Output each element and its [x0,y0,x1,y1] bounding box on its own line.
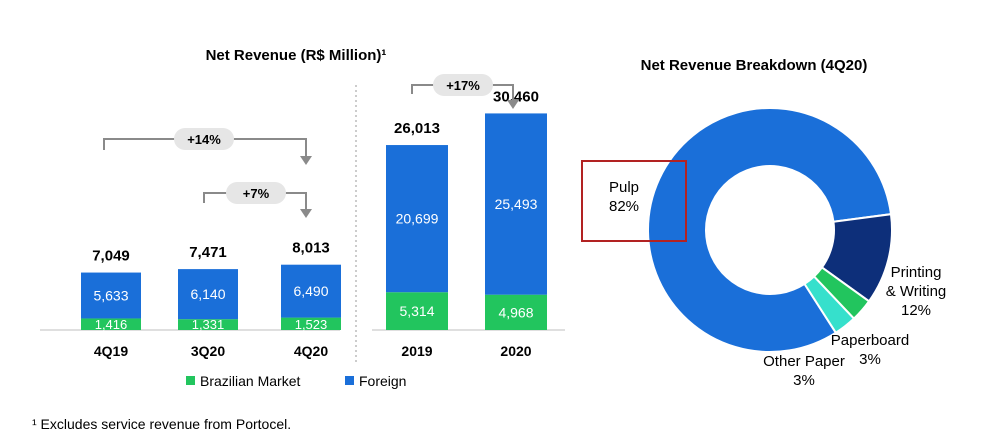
bar-foreign-value-label: 25,493 [495,196,538,212]
bar-chart-title: Net Revenue (R$ Million)¹ [206,47,387,64]
donut-slice-pulp [647,107,893,353]
bar-total-label: 26,013 [394,120,440,137]
bar-brazilian-market [81,318,141,330]
bar-foreign-value-label: 5,633 [93,288,128,304]
bar-brazilian-value-label: 1,523 [295,317,328,332]
bar-total-label: 8,013 [292,240,330,257]
bar-brazilian-value-label: 1,416 [95,317,128,332]
donut-label-paperboard: Paperboard [831,332,909,349]
donut-label-printing-writing: Printing [891,264,942,281]
bar-foreign [281,264,341,318]
bar-brazilian-market [281,317,341,330]
donut-label-other-paper: Other Paper [763,353,845,370]
bar-brazilian-value-label: 5,314 [399,303,434,319]
x-tick-label: 3Q20 [191,343,225,359]
growth-label: +14% [187,132,221,147]
legend-swatch-brazilian-market [186,376,195,385]
growth-pill [433,74,493,96]
growth-arrowhead [300,209,312,218]
bar-total-label: 7,471 [189,244,227,261]
growth-arrowhead [507,100,519,109]
bar-brazilian-market [178,319,238,330]
growth-label: +17% [446,78,480,93]
legend-label-foreign: Foreign [359,373,406,389]
bar-foreign [81,272,141,319]
bar-brazilian-value-label: 1,331 [192,317,225,332]
x-tick-label: 4Q20 [294,343,328,359]
bar-foreign [485,113,547,295]
legend-label-brazilian-market: Brazilian Market [200,373,300,389]
donut-label-other-paper: 3% [793,372,815,389]
bar-foreign-value-label: 6,140 [190,286,225,302]
donut-label-printing-writing: 12% [901,302,931,319]
bar-brazilian-market [386,292,448,330]
x-tick-label: 2019 [401,343,432,359]
x-tick-label: 2020 [500,343,531,359]
bar-foreign [178,269,238,320]
bar-foreign-value-label: 20,699 [396,211,439,227]
donut-chart-title: Net Revenue Breakdown (4Q20) [641,57,868,74]
x-tick-label: 4Q19 [94,343,128,359]
bar-total-label: 30,460 [493,88,539,105]
donut-slice-other-paper [803,275,856,335]
donut-label-pulp: Pulp [609,179,639,196]
legend-swatch-foreign [345,376,354,385]
bar-foreign [386,145,448,293]
footnote: ¹ Excludes service revenue from Portocel… [32,416,292,432]
donut-label-pulp: 82% [609,198,639,215]
bar-brazilian-market [485,294,547,330]
growth-arrowhead [300,156,312,165]
growth-pill [174,128,234,150]
bar-foreign-value-label: 6,490 [293,283,328,299]
donut-label-paperboard: 3% [859,351,881,368]
bar-total-label: 7,049 [92,248,130,265]
growth-label: +7% [243,186,270,201]
pulp-highlight-box [581,160,687,242]
bar-brazilian-value-label: 4,968 [498,304,533,320]
growth-pill [226,182,286,204]
donut-label-printing-writing: & Writing [886,283,947,300]
